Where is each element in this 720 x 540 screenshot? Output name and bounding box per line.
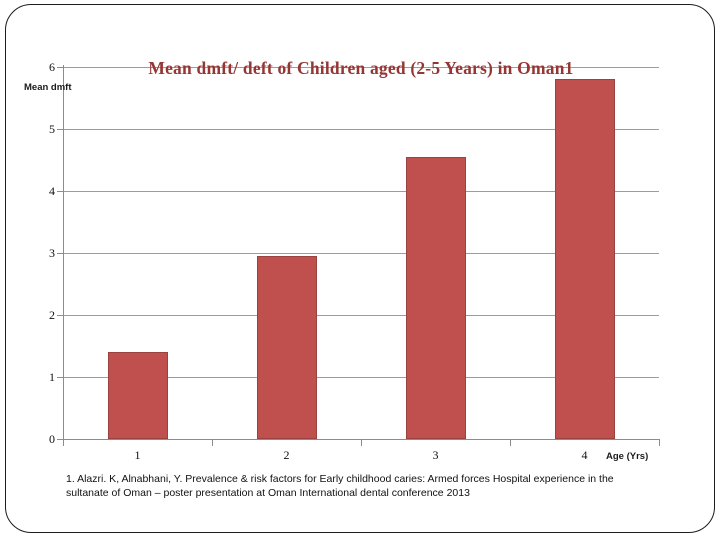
y-tick-label: 6 (49, 60, 55, 74)
x-tick-mark (63, 440, 64, 446)
gridline (63, 315, 659, 316)
y-tick-label: 3 (49, 246, 55, 260)
bar-age-2 (256, 256, 317, 439)
y-axis-label: Mean dmft (24, 82, 72, 93)
y-tick-label: 2 (49, 308, 55, 322)
x-tick-mark (212, 440, 213, 446)
y-tick-mark (57, 191, 63, 192)
y-axis-line (63, 65, 64, 445)
y-tick-label: 5 (49, 122, 55, 136)
y-tick-label: 4 (49, 184, 55, 198)
x-tick-label: 4 (581, 448, 588, 462)
bar-age-3 (405, 156, 466, 439)
y-tick-mark (57, 253, 63, 254)
y-tick-mark (57, 377, 63, 378)
x-tick-label: 3 (432, 448, 439, 462)
gridline (63, 253, 659, 254)
x-tick-label: 1 (134, 448, 141, 462)
footnote: 1. Alazri. K, Alnabhani, Y. Prevalence &… (66, 472, 666, 500)
gridline (63, 377, 659, 378)
gridline (63, 129, 659, 130)
x-axis-line (63, 439, 660, 440)
y-tick-label: 0 (49, 432, 55, 446)
gridline (63, 191, 659, 192)
x-tick-mark (510, 440, 511, 446)
y-tick-label: 1 (49, 370, 55, 384)
y-tick-mark (57, 67, 63, 68)
bar-age-4 (554, 79, 615, 439)
chart-title: Mean dmft/ deft of Children aged (2-5 Ye… (148, 58, 574, 78)
x-tick-mark (361, 440, 362, 446)
bar-age-1 (107, 352, 168, 439)
slide-border (5, 4, 715, 533)
footnote-line-2: sultanate of Oman – poster presentation … (66, 487, 470, 499)
y-tick-mark (57, 439, 63, 440)
x-axis-label: Age (Yrs) (606, 451, 649, 462)
gridline (63, 67, 659, 68)
x-tick-label: 2 (283, 448, 290, 462)
y-tick-mark (57, 129, 63, 130)
x-tick-mark (659, 440, 660, 446)
footnote-line-1: 1. Alazri. K, Alnabhani, Y. Prevalence &… (66, 473, 614, 485)
y-tick-mark (57, 315, 63, 316)
